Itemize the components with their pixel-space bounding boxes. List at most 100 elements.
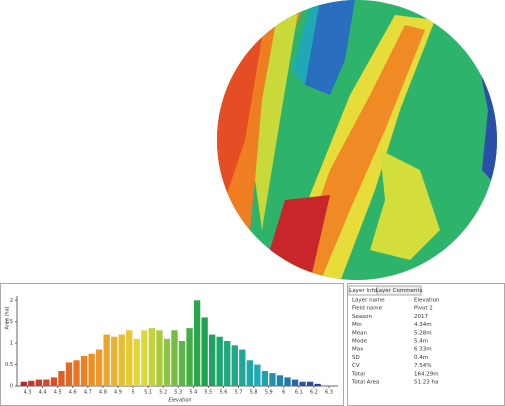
info-key: Total Area [351, 380, 379, 386]
info-value: 7.54% [414, 363, 431, 369]
bar [28, 380, 35, 386]
x-axis-label: Elevation [168, 398, 191, 404]
x-tick-label: 5.3 [174, 390, 182, 396]
x-tick-label: 6.1 [295, 390, 303, 396]
info-key: Mode [352, 339, 368, 345]
bar [224, 341, 231, 386]
map-zone [370, 150, 440, 260]
x-tick-label: 5 [131, 390, 134, 396]
bar [118, 334, 125, 386]
info-value: 5.4m [414, 339, 428, 345]
x-tick-label: 4.6 [69, 390, 77, 396]
info-value: 164.29m [414, 371, 439, 377]
bar [239, 349, 246, 386]
info-value: 0.4m [414, 355, 428, 361]
bar [111, 336, 118, 386]
bar [201, 317, 208, 386]
bar [186, 328, 193, 386]
bar [193, 300, 201, 386]
x-tick-label: 5.9 [265, 390, 273, 396]
x-tick-label: 4.3 [24, 390, 32, 396]
info-value: Elevation [414, 298, 440, 304]
bar [50, 377, 58, 386]
info-key: Mean [352, 330, 367, 336]
y-tick-label: 1 [10, 341, 13, 347]
x-tick-label: 5.6 [219, 390, 227, 396]
y-tick-label: 0.5 [5, 362, 13, 368]
bar [95, 349, 103, 386]
bar [141, 330, 148, 386]
x-tick-label: 5.2 [159, 390, 167, 396]
bar [246, 360, 254, 386]
bar [35, 379, 43, 386]
bar [231, 345, 238, 386]
y-axis-label: Area (ha) [5, 306, 11, 329]
elevation-map [217, 0, 497, 280]
tab-label[interactable]: Layer Comments [376, 288, 423, 294]
bar [103, 334, 110, 386]
x-tick-label: 6.2 [310, 390, 318, 396]
bar [171, 330, 178, 386]
x-tick-label: 5.7 [235, 390, 243, 396]
x-tick-label: 6.3 [325, 390, 333, 396]
info-key: Season [352, 314, 372, 320]
y-tick-label: 0 [10, 384, 13, 390]
bar [269, 373, 276, 386]
bar [208, 334, 216, 386]
bar [261, 371, 269, 386]
bar [88, 353, 95, 386]
bar [299, 381, 306, 386]
info-key: CV [352, 363, 360, 369]
x-tick-label: 4.5 [54, 390, 62, 396]
x-tick-label: 4.8 [99, 390, 107, 396]
map-zone [305, 0, 355, 95]
info-value: Pivot 2 [414, 306, 433, 312]
bar [276, 375, 284, 386]
bar [216, 336, 223, 386]
info-key: Min [352, 322, 362, 328]
info-key: Layer name [352, 298, 385, 304]
bar [80, 356, 88, 386]
bar [126, 330, 133, 386]
x-tick-label: 5.1 [144, 390, 152, 396]
info-value: 51.23 ha [414, 380, 438, 386]
bar [20, 381, 27, 386]
bar [306, 381, 314, 386]
info-key: Max [352, 347, 364, 353]
x-tick-label: 6 [282, 390, 285, 396]
x-tick-label: 5.5 [204, 390, 212, 396]
info-value: 6.33m [414, 347, 432, 353]
tab-label[interactable]: Layer Info [349, 288, 377, 294]
x-tick-label: 4.7 [84, 390, 92, 396]
x-tick-label: 4.9 [114, 390, 122, 396]
y-tick-label: 1.5 [5, 319, 13, 325]
info-key: Total [351, 371, 365, 377]
bar [156, 330, 163, 386]
info-value: 2017 [414, 314, 428, 320]
bar [148, 328, 156, 386]
x-tick-label: 5.8 [250, 390, 258, 396]
bar [163, 338, 171, 386]
info-key: Field name [352, 306, 383, 312]
bar [178, 341, 186, 386]
bar [133, 338, 140, 386]
x-tick-label: 5.4 [189, 390, 197, 396]
map-zone [292, 0, 320, 85]
map-zone [255, 0, 300, 230]
bar [314, 383, 321, 386]
tab[interactable] [376, 285, 422, 296]
info-key: SD [352, 355, 360, 361]
info-value: 4.34m [414, 322, 432, 328]
x-tick-label: 4.4 [39, 390, 47, 396]
info-value: 5.28m [414, 330, 432, 336]
y-tick-label: 2 [10, 298, 13, 304]
bar [43, 379, 50, 386]
bar [254, 364, 261, 386]
bar [73, 360, 80, 386]
bar [65, 362, 73, 386]
bar [284, 377, 291, 386]
bar [58, 371, 65, 386]
bar [291, 379, 299, 386]
